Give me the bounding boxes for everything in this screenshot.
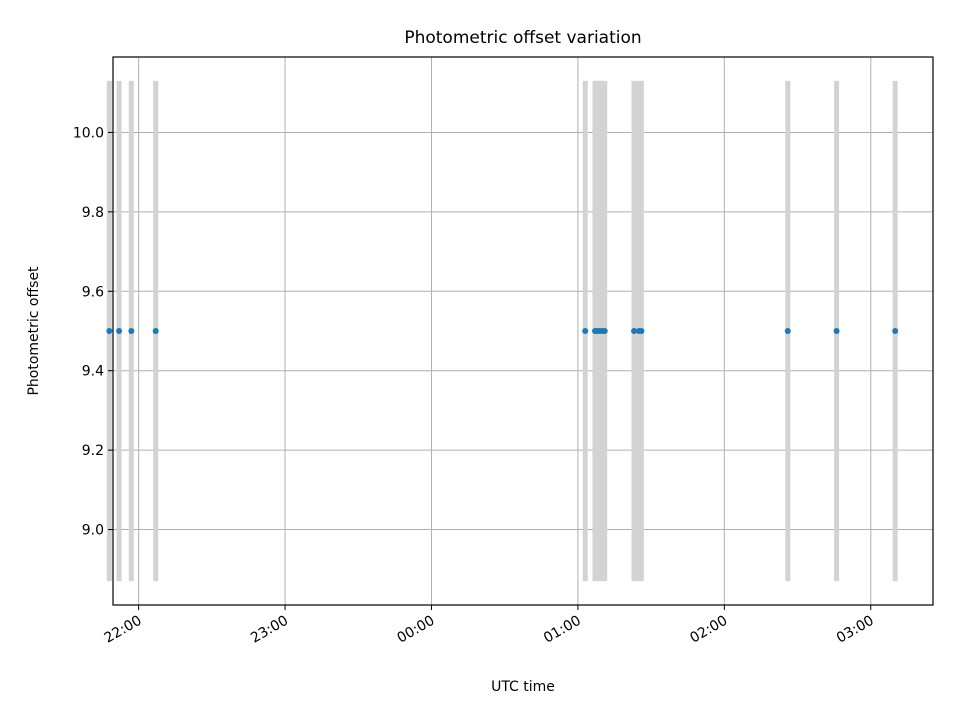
data-point xyxy=(106,328,113,334)
data-points xyxy=(106,328,899,334)
y-tick-label: 9.2 xyxy=(82,443,104,459)
x-axis-label: UTC time xyxy=(491,679,555,695)
plot-frame xyxy=(112,56,934,606)
data-point xyxy=(638,328,645,334)
data-point xyxy=(784,328,791,334)
data-point xyxy=(116,328,123,334)
data-point xyxy=(601,328,608,334)
chart-title: Photometric offset variation xyxy=(404,28,641,48)
y-axis-label: Photometric offset xyxy=(26,266,42,396)
y-tick-label: 9.6 xyxy=(82,284,104,300)
y-tick-label: 9.4 xyxy=(82,364,104,380)
data-point xyxy=(631,328,638,334)
y-tick-label: 9.0 xyxy=(82,523,104,539)
y-axis-ticks: 9.0 9.2 9.4 9.6 9.8 10.0 xyxy=(73,125,113,539)
y-tick-label: 9.8 xyxy=(82,205,104,221)
data-point xyxy=(892,328,899,334)
data-point xyxy=(582,328,589,334)
data-point xyxy=(152,328,159,334)
data-point xyxy=(128,328,135,334)
y-tick-label: 10.0 xyxy=(73,125,104,141)
data-point xyxy=(833,328,840,334)
grid xyxy=(113,57,933,605)
